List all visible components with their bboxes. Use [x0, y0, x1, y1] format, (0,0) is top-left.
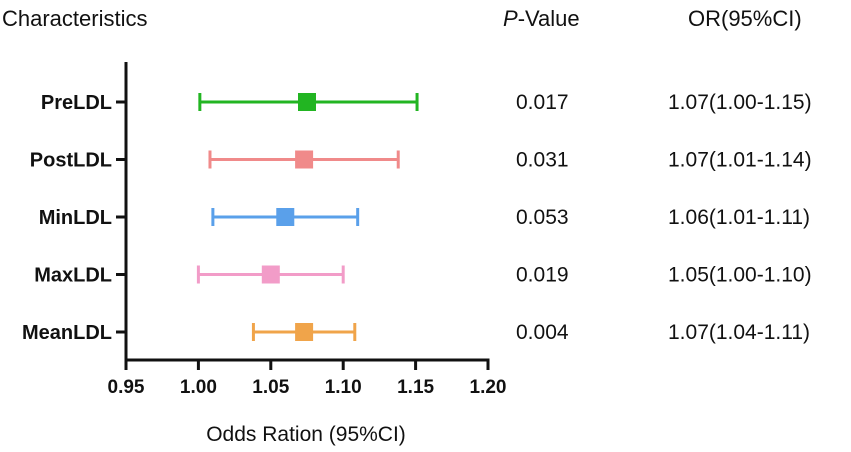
forest-row: MeanLDL 0.004 1.07(1.04-1.11): [22, 321, 810, 344]
header-or-ci: OR(95%CI): [688, 6, 802, 31]
or-ci-text: 1.07(1.04-1.11): [668, 321, 810, 344]
or-ci-text: 1.07(1.01-1.14): [668, 149, 812, 172]
or-point: [295, 323, 314, 341]
header-p-letter: P: [503, 6, 518, 31]
p-value: 0.031: [516, 149, 569, 172]
x-tick-label: 1.10: [325, 377, 362, 398]
or-point: [298, 93, 316, 111]
row-label: PostLDL: [30, 150, 112, 172]
or-point: [295, 150, 314, 169]
header-p-value: P-Value: [503, 6, 580, 31]
p-value: 0.004: [516, 321, 569, 344]
forest-row: MinLDL 0.053 1.06(1.01-1.11): [39, 206, 810, 229]
row-label: PreLDL: [41, 92, 112, 114]
p-value: 0.053: [516, 206, 569, 229]
x-tick-label: 1.20: [470, 377, 507, 398]
x-tick-label: 1.00: [180, 377, 217, 398]
x-ticks: 0.95 1.00 1.05 1.10 1.15 1.20: [108, 360, 507, 398]
axes: [124, 62, 490, 362]
forest-row: MaxLDL 0.019 1.05(1.00-1.10): [34, 264, 811, 287]
x-tick-label: 0.95: [108, 377, 145, 398]
forest-row: PostLDL 0.031 1.07(1.01-1.14): [30, 149, 812, 172]
header-characteristics: Characteristics: [2, 6, 147, 31]
or-ci-text: 1.06(1.01-1.11): [668, 206, 810, 229]
or-ci-text: 1.07(1.00-1.15): [668, 91, 812, 114]
header-value-suffix: -Value: [518, 6, 580, 31]
row-label: MeanLDL: [22, 322, 112, 344]
or-point: [276, 208, 295, 226]
x-tick-label: 1.15: [397, 377, 434, 398]
or-point: [261, 265, 280, 284]
p-value: 0.017: [516, 91, 569, 114]
rows: PreLDL 0.017 1.07(1.00-1.15) PostLDL 0.031 1.…: [22, 91, 812, 344]
or-ci-text: 1.05(1.00-1.10): [668, 264, 812, 287]
forest-row: PreLDL 0.017 1.07(1.00-1.15): [41, 91, 812, 114]
x-tick-label: 1.05: [252, 377, 289, 398]
p-value: 0.019: [516, 264, 569, 287]
row-label: MaxLDL: [34, 265, 112, 287]
x-axis-label: Odds Ration (95%CI): [206, 423, 406, 446]
row-label: MinLDL: [39, 207, 112, 229]
